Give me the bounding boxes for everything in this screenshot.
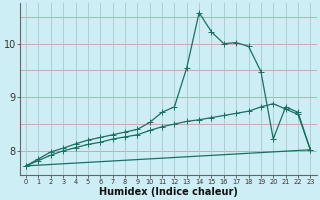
X-axis label: Humidex (Indice chaleur): Humidex (Indice chaleur): [99, 187, 238, 197]
